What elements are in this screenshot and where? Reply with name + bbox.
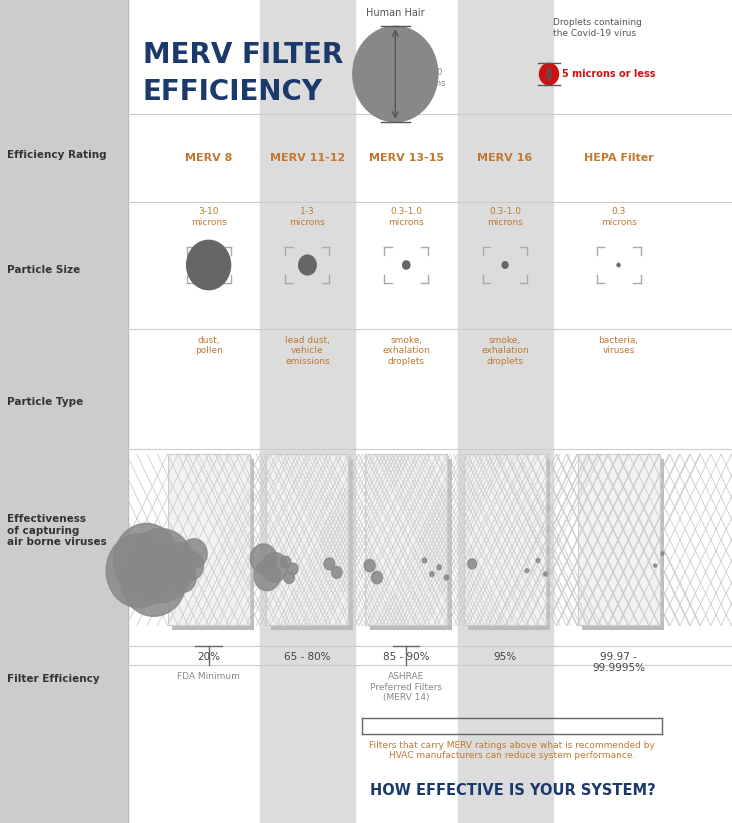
Text: 1-3
microns: 1-3 microns xyxy=(290,207,325,227)
Text: HOW EFFECTIVE IS YOUR SYSTEM?: HOW EFFECTIVE IS YOUR SYSTEM? xyxy=(370,783,655,798)
Bar xyxy=(128,0,732,823)
Circle shape xyxy=(654,564,657,567)
Circle shape xyxy=(539,63,559,85)
Circle shape xyxy=(353,26,438,122)
Text: MERV FILTER: MERV FILTER xyxy=(143,41,343,69)
Text: EFFICIENCY: EFFICIENCY xyxy=(143,78,323,106)
Text: MERV 16: MERV 16 xyxy=(477,153,533,163)
Circle shape xyxy=(437,565,441,570)
Text: Human Hair: Human Hair xyxy=(366,8,425,18)
Text: Effectiveness
of capturing
air borne viruses: Effectiveness of capturing air borne vir… xyxy=(7,514,107,547)
Bar xyxy=(458,0,553,823)
Text: FDA Minimum: FDA Minimum xyxy=(177,672,240,681)
Text: 65 - 80%: 65 - 80% xyxy=(284,652,331,662)
Text: MERV 8: MERV 8 xyxy=(185,153,232,163)
Bar xyxy=(260,0,355,823)
Text: smoke,
exhalation
droplets: smoke, exhalation droplets xyxy=(481,336,529,365)
Text: 0.3-1.0
microns: 0.3-1.0 microns xyxy=(389,207,424,227)
Circle shape xyxy=(544,572,547,576)
Circle shape xyxy=(254,561,280,591)
Circle shape xyxy=(128,528,194,602)
Text: 99.97 -
99.9995%: 99.97 - 99.9995% xyxy=(592,652,645,673)
Bar xyxy=(271,459,353,630)
Circle shape xyxy=(121,542,187,616)
Circle shape xyxy=(617,263,620,267)
Text: Filter Efficiency: Filter Efficiency xyxy=(7,674,100,684)
Text: Particle Size: Particle Size xyxy=(7,265,81,275)
Bar xyxy=(172,459,254,630)
Circle shape xyxy=(159,560,185,589)
Text: 95%: 95% xyxy=(493,652,517,662)
Circle shape xyxy=(403,261,410,269)
Bar xyxy=(266,454,348,625)
Text: HEPA Filter: HEPA Filter xyxy=(583,153,654,163)
Text: 20%: 20% xyxy=(197,652,220,662)
Text: lead dust,
vehicle
emissions: lead dust, vehicle emissions xyxy=(285,336,330,365)
Text: Efficiency Rating: Efficiency Rating xyxy=(7,150,107,160)
Text: ASHRAE
Preferred Filters
(MERV 14): ASHRAE Preferred Filters (MERV 14) xyxy=(370,672,442,702)
Bar xyxy=(578,454,660,625)
Text: 3-10
microns: 3-10 microns xyxy=(191,207,226,227)
Text: 0.3-1.0
microns: 0.3-1.0 microns xyxy=(488,207,523,227)
Circle shape xyxy=(177,551,203,580)
Circle shape xyxy=(181,539,207,569)
Text: smoke,
exhalation
droplets: smoke, exhalation droplets xyxy=(382,336,430,365)
Circle shape xyxy=(187,240,231,290)
Circle shape xyxy=(324,558,335,570)
Circle shape xyxy=(250,544,277,574)
Circle shape xyxy=(422,558,427,563)
Circle shape xyxy=(365,560,376,572)
Bar xyxy=(0,0,128,823)
Circle shape xyxy=(163,552,189,582)
Bar xyxy=(464,454,546,625)
Bar xyxy=(468,459,550,630)
Circle shape xyxy=(284,572,294,584)
Circle shape xyxy=(661,552,664,556)
Circle shape xyxy=(526,569,529,573)
Bar xyxy=(365,454,447,625)
Text: 60-120
Microns: 60-120 Microns xyxy=(414,68,446,88)
Circle shape xyxy=(113,523,179,597)
Circle shape xyxy=(299,255,316,275)
Circle shape xyxy=(280,556,291,568)
Circle shape xyxy=(444,575,449,580)
Circle shape xyxy=(468,559,477,569)
Bar xyxy=(168,454,250,625)
Text: 5 microns or less: 5 microns or less xyxy=(562,69,656,79)
Bar xyxy=(582,459,664,630)
Circle shape xyxy=(288,563,298,575)
Text: bacteria,
viruses: bacteria, viruses xyxy=(599,336,638,356)
Text: MERV 11-12: MERV 11-12 xyxy=(270,153,345,163)
Text: 0.3
microns: 0.3 microns xyxy=(601,207,636,227)
Circle shape xyxy=(332,566,342,579)
Circle shape xyxy=(166,542,193,572)
Circle shape xyxy=(502,262,508,268)
Circle shape xyxy=(170,563,196,593)
Circle shape xyxy=(106,533,172,607)
Circle shape xyxy=(537,559,539,562)
Text: Droplets containing
the Covid-19 virus: Droplets containing the Covid-19 virus xyxy=(553,18,641,38)
Text: 85 - 90%: 85 - 90% xyxy=(383,652,430,662)
Text: Particle Type: Particle Type xyxy=(7,397,83,407)
Circle shape xyxy=(261,552,288,582)
Bar xyxy=(370,459,452,630)
Text: Filters that carry MERV ratings above what is recommended by
HVAC manufacturers : Filters that carry MERV ratings above wh… xyxy=(370,741,655,760)
Circle shape xyxy=(430,572,434,577)
Circle shape xyxy=(372,571,383,584)
Text: MERV 13-15: MERV 13-15 xyxy=(369,153,444,163)
Text: dust,
pollen: dust, pollen xyxy=(195,336,223,356)
